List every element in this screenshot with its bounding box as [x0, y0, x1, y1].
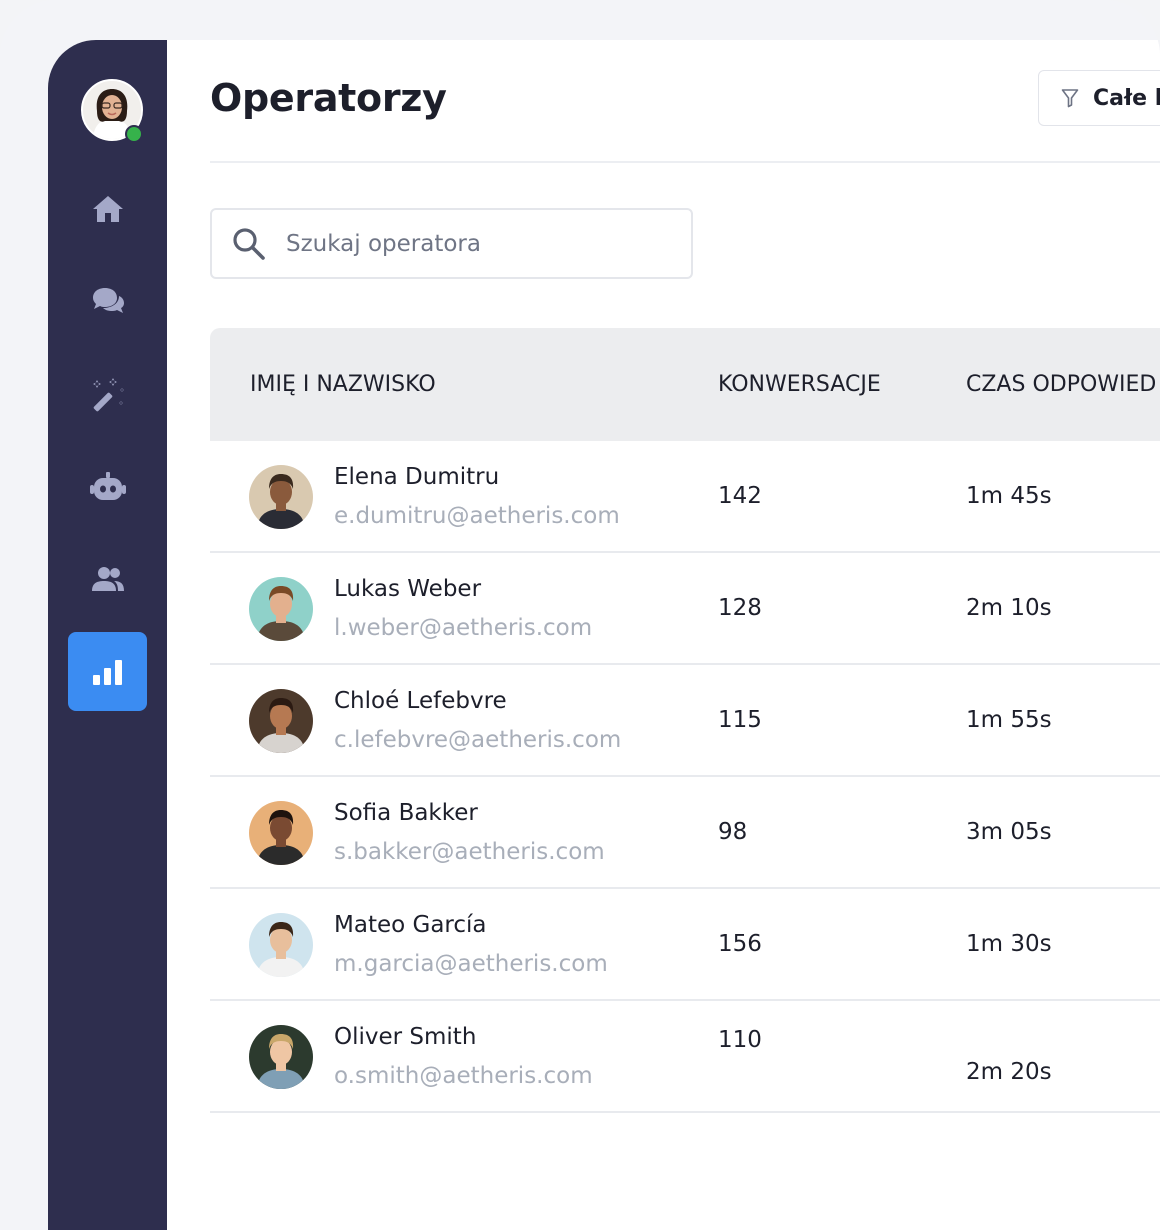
- operator-email: l.weber@aetheris.com: [334, 615, 593, 641]
- online-status-dot: [125, 125, 143, 143]
- operator-portrait-icon: [249, 913, 313, 977]
- bar-chart-icon: [92, 659, 122, 685]
- operator-email: c.lefebvre@aetheris.com: [334, 727, 622, 753]
- operator-portrait-icon: [249, 801, 313, 865]
- column-header-name[interactable]: IMIĘ I NAZWISKO: [250, 372, 436, 397]
- user-portrait-icon: [83, 81, 141, 139]
- operator-name[interactable]: Oliver Smith: [334, 1024, 477, 1050]
- table-row[interactable]: Sofia Bakker s.bakker@aetheris.com 98 3m 05…: [210, 777, 1160, 889]
- operator-portrait-icon: [249, 577, 313, 641]
- conversations-count: 128: [718, 595, 762, 621]
- response-time: 1m 55s: [966, 707, 1052, 733]
- operator-portrait-icon: [249, 465, 313, 529]
- operator-avatar: [249, 801, 313, 865]
- search-input[interactable]: [284, 229, 668, 258]
- column-header-conversations[interactable]: KONWERSACJE: [718, 372, 881, 397]
- operator-name[interactable]: Mateo García: [334, 912, 487, 938]
- operator-avatar: [249, 913, 313, 977]
- response-time: 3m 05s: [966, 819, 1052, 845]
- magic-wand-icon: [92, 377, 124, 411]
- response-time: 2m 20s: [966, 1059, 1052, 1085]
- table-body: Elena Dumitru e.dumitru@aetheris.com 142 1m…: [210, 441, 1160, 1113]
- operator-email: s.bakker@aetheris.com: [334, 839, 605, 865]
- users-icon: [91, 566, 124, 591]
- response-time: 1m 45s: [966, 483, 1052, 509]
- search-icon: [233, 227, 265, 260]
- operator-email: m.garcia@aetheris.com: [334, 951, 608, 977]
- operator-avatar: [249, 577, 313, 641]
- operator-email: o.smith@aetheris.com: [334, 1063, 593, 1089]
- period-filter-button[interactable]: Całe k: [1038, 70, 1160, 126]
- operator-name[interactable]: Chloé Lefebvre: [334, 688, 507, 714]
- operators-table: IMIĘ I NAZWISKO KONWERSACJE CZAS ODPOWIE…: [210, 328, 1160, 1113]
- operator-avatar: [249, 465, 313, 529]
- column-header-response-time[interactable]: CZAS ODPOWIED: [966, 372, 1157, 397]
- main-content: Operatorzy Całe k IMIĘ I NAZWISKO KONWE: [167, 40, 1160, 1230]
- chat-icon: [92, 287, 124, 313]
- conversations-count: 110: [718, 1027, 762, 1053]
- operator-portrait-icon: [249, 1025, 313, 1089]
- nav-bots[interactable]: [68, 447, 147, 526]
- bot-icon: [89, 471, 126, 500]
- search-box: [210, 208, 693, 279]
- table-row[interactable]: Mateo García m.garcia@aetheris.com 156 1m 3…: [210, 889, 1160, 1001]
- operator-portrait-icon: [249, 689, 313, 753]
- operator-email: e.dumitru@aetheris.com: [334, 503, 620, 529]
- table-row[interactable]: Oliver Smith o.smith@aetheris.com 110 2m 20…: [210, 1001, 1160, 1113]
- table-header: IMIĘ I NAZWISKO KONWERSACJE CZAS ODPOWIE…: [210, 328, 1160, 441]
- table-row[interactable]: Chloé Lefebvre c.lefebvre@aetheris.com 115…: [210, 665, 1160, 777]
- nav-operators[interactable]: [68, 539, 147, 618]
- conversations-count: 98: [718, 819, 748, 845]
- conversations-count: 142: [718, 483, 762, 509]
- operator-name[interactable]: Sofia Bakker: [334, 800, 478, 826]
- nav-home[interactable]: [68, 169, 147, 248]
- current-user-avatar[interactable]: [81, 79, 143, 141]
- operator-name[interactable]: Elena Dumitru: [334, 464, 500, 490]
- nav-statistics[interactable]: [68, 632, 147, 711]
- operator-name[interactable]: Lukas Weber: [334, 576, 482, 602]
- conversations-count: 115: [718, 707, 762, 733]
- operator-avatar: [249, 1025, 313, 1089]
- nav-conversations[interactable]: [68, 262, 147, 341]
- header-divider: [210, 161, 1160, 163]
- home-icon: [92, 195, 123, 222]
- nav-automation[interactable]: [68, 354, 147, 433]
- filter-label: Całe k: [1093, 85, 1160, 111]
- response-time: 1m 30s: [966, 931, 1052, 957]
- sidebar: [48, 40, 167, 1230]
- table-row[interactable]: Elena Dumitru e.dumitru@aetheris.com 142 1m…: [210, 441, 1160, 553]
- filter-icon: [1061, 89, 1079, 108]
- conversations-count: 156: [718, 931, 762, 957]
- app-window: Operatorzy Całe k IMIĘ I NAZWISKO KONWE: [48, 40, 1160, 1230]
- response-time: 2m 10s: [966, 595, 1052, 621]
- table-row[interactable]: Lukas Weber l.weber@aetheris.com 128 2m 10s: [210, 553, 1160, 665]
- operator-avatar: [249, 689, 313, 753]
- page-title: Operatorzy: [210, 76, 447, 120]
